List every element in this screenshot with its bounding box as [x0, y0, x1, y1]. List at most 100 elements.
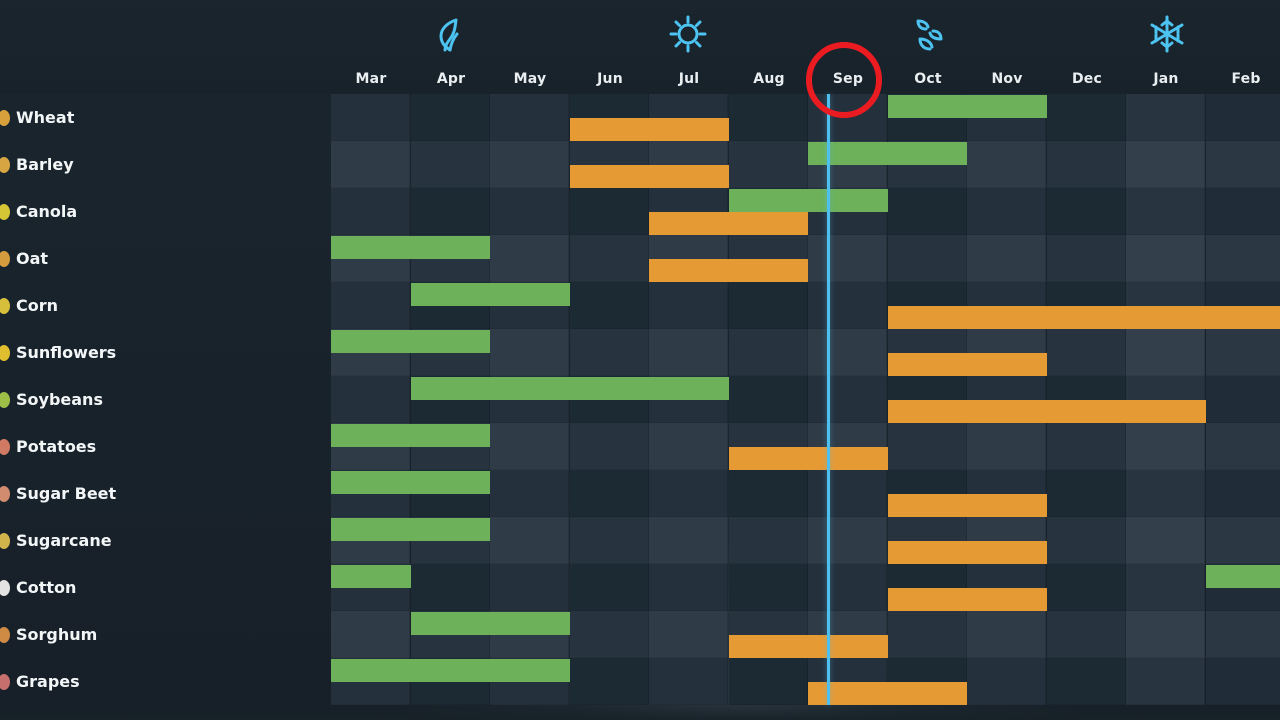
month-label-dec: Dec: [1071, 71, 1102, 87]
crop-name: Corn: [16, 295, 59, 315]
planting-bar: [331, 518, 490, 541]
harvest-bar: [888, 400, 1206, 423]
calendar-cell: [1206, 329, 1280, 376]
calendar-cell: [729, 282, 808, 329]
calendar-cell: [411, 94, 490, 141]
calendar-cell: [1126, 470, 1205, 517]
calendar-cell: [888, 611, 967, 658]
leaf-pair-icon: [908, 14, 948, 54]
calendar-cell: [729, 329, 808, 376]
corn-icon: [0, 297, 10, 314]
calendar-cell: [1126, 517, 1205, 564]
calendar-cell: [570, 564, 649, 611]
calendar-cell: [490, 235, 569, 282]
harvest-bar: [729, 635, 888, 658]
calendar-cell: [490, 141, 569, 188]
calendar-cell: [331, 188, 410, 235]
calendar-cell: [1206, 470, 1280, 517]
calendar-cell: [570, 517, 649, 564]
planting-bar: [331, 330, 490, 353]
calendar-cell: [1047, 611, 1126, 658]
harvest-bar: [888, 494, 1047, 517]
calendar-cell: [570, 282, 649, 329]
month-label-jul: Jul: [678, 71, 700, 87]
calendar-cell: [967, 423, 1046, 470]
calendar-cell: [570, 658, 649, 705]
soybean-icon: [0, 391, 10, 408]
oat-icon: [0, 250, 10, 267]
crop-name: Oat: [16, 248, 49, 268]
calendar-cell: [729, 517, 808, 564]
crop-row-label-corn: Corn: [0, 282, 331, 329]
sugarcane-icon: [0, 532, 10, 549]
calendar-cell: [1126, 188, 1205, 235]
calendar-cell: [570, 423, 649, 470]
calendar-row: [331, 611, 1280, 658]
harvest-bar: [649, 259, 808, 282]
crop-name: Sugarcane: [16, 530, 112, 550]
calendar-cell: [1047, 141, 1126, 188]
harvest-bar: [649, 212, 808, 235]
canola-icon: [0, 203, 10, 220]
calendar-cell: [1047, 517, 1126, 564]
calendar-grid: [331, 94, 1280, 705]
calendar-cell: [888, 235, 967, 282]
header-background: [0, 0, 1280, 94]
calendar-row: [331, 141, 1280, 188]
calendar-row: [331, 329, 1280, 376]
crop-row-label-sunflowers: Sunflowers: [0, 329, 331, 376]
crop-name: Cotton: [16, 577, 77, 597]
calendar-cell: [967, 188, 1046, 235]
harvest-bar: [729, 447, 888, 470]
harvest-bar: [570, 165, 729, 188]
harvest-bar: [888, 588, 1047, 611]
calendar-cell: [967, 658, 1046, 705]
crop-row-label-oat: Oat: [0, 235, 331, 282]
calendar-cell: [331, 376, 410, 423]
calendar-cell: [729, 564, 808, 611]
crop-row-label-canola: Canola: [0, 188, 331, 235]
month-label-nov: Nov: [991, 71, 1023, 87]
calendar-cell: [649, 329, 728, 376]
calendar-cell: [808, 329, 887, 376]
planting-bar: [411, 612, 570, 635]
current-month-highlight-ring: [806, 42, 882, 118]
calendar-cell: [808, 470, 887, 517]
calendar-cell: [1047, 188, 1126, 235]
calendar-cell: [1047, 235, 1126, 282]
calendar-cell: [649, 423, 728, 470]
calendar-cell: [570, 470, 649, 517]
planting-bar: [888, 95, 1047, 118]
current-date-line: [827, 94, 830, 705]
crop-row-label-potatoes: Potatoes: [0, 423, 331, 470]
crop-name: Sugar Beet: [16, 483, 117, 503]
month-label-feb: Feb: [1231, 71, 1261, 87]
crop-row-label-sugarcane: Sugarcane: [0, 517, 331, 564]
planting-bar: [1206, 565, 1280, 588]
calendar-cell: [490, 423, 569, 470]
calendar-cell: [888, 423, 967, 470]
crop-name: Soybeans: [16, 389, 103, 409]
calendar-cell: [490, 470, 569, 517]
calendar-cell: [1126, 94, 1205, 141]
calendar-cell: [570, 235, 649, 282]
wheat-icon: [0, 109, 10, 126]
month-label-apr: Apr: [436, 71, 466, 87]
harvest-bar: [888, 353, 1047, 376]
calendar-cell: [808, 517, 887, 564]
cotton-icon: [0, 579, 10, 596]
calendar-cell: [1047, 423, 1126, 470]
calendar-row: [331, 188, 1280, 235]
calendar-cell: [649, 611, 728, 658]
calendar-cell: [967, 235, 1046, 282]
planting-bar: [411, 283, 570, 306]
snowflake-icon: [1147, 14, 1187, 54]
calendar-cell: [729, 141, 808, 188]
sorghum-icon: [0, 626, 10, 643]
month-label-mar: Mar: [355, 71, 387, 87]
calendar-cell: [649, 517, 728, 564]
calendar-row: [331, 564, 1280, 611]
planting-bar: [331, 659, 570, 682]
calendar-cell: [1126, 658, 1205, 705]
calendar-cell: [1126, 329, 1205, 376]
